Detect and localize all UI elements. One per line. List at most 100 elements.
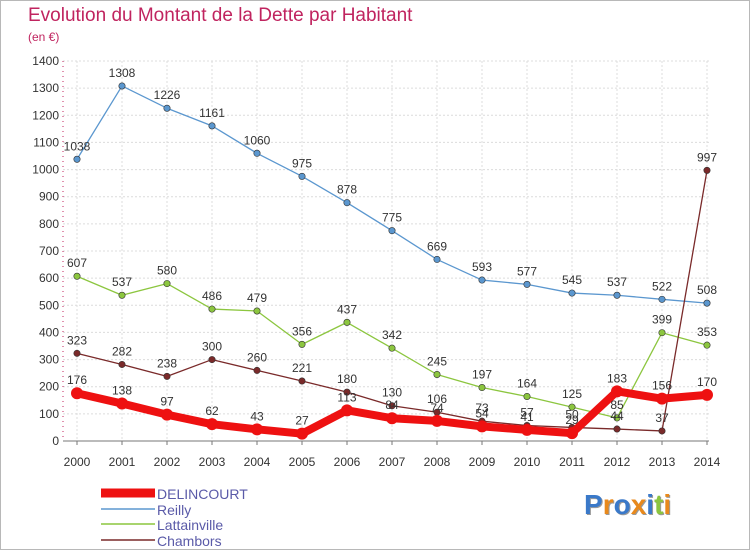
data-point-reilly — [388, 227, 396, 235]
data-point-delincourt — [566, 427, 578, 440]
data-label-reilly: 545 — [562, 273, 582, 287]
data-label-delincourt: 62 — [205, 404, 219, 418]
data-label-delincourt: 54 — [475, 406, 489, 420]
data-label-delincourt: 183 — [607, 371, 627, 385]
data-point-lattainville — [433, 370, 441, 378]
data-label-reilly: 508 — [697, 283, 717, 297]
data-point-lattainville — [388, 344, 396, 352]
data-point-delincourt — [431, 414, 443, 427]
data-label-chambors: 221 — [292, 361, 312, 375]
data-point-reilly — [613, 291, 621, 299]
data-label-chambors: 57 — [520, 406, 534, 420]
data-point-reilly — [208, 122, 216, 130]
data-label-lattainville: 85 — [610, 398, 624, 412]
legend-label-reilly: Reilly — [157, 501, 192, 518]
x-tick-label: 2014 — [694, 455, 721, 469]
data-label-reilly: 1226 — [154, 88, 181, 102]
data-label-lattainville: 356 — [292, 324, 312, 338]
logo-letter: P — [584, 489, 603, 520]
data-point-chambors — [298, 377, 306, 385]
data-label-chambors: 300 — [202, 340, 222, 354]
data-point-chambors — [253, 366, 261, 374]
data-point-reilly — [298, 172, 306, 180]
data-point-chambors — [613, 425, 621, 433]
data-point-delincourt — [656, 392, 668, 405]
data-label-lattainville: 479 — [247, 291, 267, 305]
x-tick-label: 2007 — [379, 455, 406, 469]
y-axis-unit-label: (en €) — [28, 30, 60, 44]
legend-label-lattainville: Lattainville — [157, 517, 224, 533]
data-point-lattainville — [253, 307, 261, 315]
legend-label-chambors: Chambors — [157, 532, 222, 549]
legend-swatch-chambors — [101, 538, 155, 541]
data-label-chambors: 50 — [565, 407, 579, 421]
x-tick-label: 2001 — [109, 455, 136, 469]
data-point-delincourt — [161, 408, 173, 421]
data-point-reilly — [433, 255, 441, 263]
data-point-delincourt — [116, 397, 128, 410]
x-tick-label: 2011 — [559, 455, 585, 469]
legend-item-lattainville: Lattainville — [101, 517, 301, 534]
y-tick-label: 200 — [39, 380, 59, 394]
data-point-delincourt — [476, 420, 488, 433]
legend-swatch-lattainville — [101, 523, 155, 525]
data-label-lattainville: 197 — [472, 368, 492, 382]
data-point-lattainville — [523, 392, 531, 400]
data-label-chambors: 130 — [382, 386, 402, 400]
data-label-lattainville: 537 — [112, 275, 132, 289]
x-tick-label: 2010 — [514, 455, 541, 469]
y-tick-label: 100 — [39, 407, 59, 421]
data-label-lattainville: 399 — [652, 313, 672, 327]
data-label-reilly: 975 — [292, 156, 312, 170]
data-point-delincourt — [611, 385, 623, 398]
data-point-delincourt — [701, 388, 713, 401]
data-point-chambors — [73, 349, 81, 357]
data-label-reilly: 669 — [427, 239, 447, 253]
data-point-delincourt — [341, 404, 353, 417]
data-label-lattainville: 164 — [517, 376, 537, 390]
data-label-lattainville: 607 — [67, 256, 87, 270]
data-point-reilly — [478, 276, 486, 284]
data-label-delincourt: 29 — [565, 413, 579, 427]
data-point-lattainville — [343, 318, 351, 326]
data-label-delincourt: 27 — [295, 414, 309, 428]
data-point-reilly — [163, 104, 171, 112]
data-label-reilly: 577 — [517, 264, 537, 278]
data-point-lattainville — [163, 280, 171, 288]
x-tick-label: 2009 — [469, 455, 496, 469]
data-label-delincourt: 176 — [67, 373, 87, 387]
data-point-reilly — [703, 299, 711, 307]
y-tick-label: 400 — [39, 325, 59, 339]
data-label-lattainville: 437 — [337, 302, 357, 316]
data-label-delincourt: 74 — [430, 401, 444, 415]
x-tick-label: 2000 — [64, 455, 91, 469]
data-label-reilly: 1308 — [109, 66, 136, 80]
data-point-reilly — [343, 199, 351, 207]
legend-swatch-delincourt — [101, 488, 155, 498]
data-label-chambors: 323 — [67, 333, 87, 347]
data-label-reilly: 1060 — [244, 133, 271, 147]
data-label-chambors: 106 — [427, 392, 447, 406]
data-label-lattainville: 125 — [562, 387, 582, 401]
logo-letter: i — [663, 489, 672, 520]
data-label-lattainville: 580 — [157, 264, 177, 278]
data-point-lattainville — [613, 414, 621, 422]
data-point-delincourt — [71, 387, 83, 400]
data-point-chambors — [658, 427, 666, 435]
data-label-reilly: 593 — [472, 260, 492, 274]
data-point-chambors — [343, 388, 351, 396]
y-tick-label: 900 — [39, 190, 59, 204]
data-point-reilly — [73, 155, 81, 163]
legend-label-delincourt: DELINCOURT — [157, 486, 248, 502]
legend-swatch-reilly — [101, 507, 155, 510]
data-point-lattainville — [118, 291, 126, 299]
data-label-delincourt: 138 — [112, 384, 132, 398]
data-label-reilly: 537 — [607, 275, 627, 289]
data-point-lattainville — [298, 340, 306, 348]
x-tick-label: 2006 — [334, 455, 361, 469]
data-label-chambors: 73 — [475, 401, 489, 415]
data-point-lattainville — [703, 341, 711, 349]
y-tick-label: 1200 — [32, 108, 59, 122]
data-label-delincourt: 41 — [520, 410, 534, 424]
data-point-delincourt — [206, 418, 218, 431]
